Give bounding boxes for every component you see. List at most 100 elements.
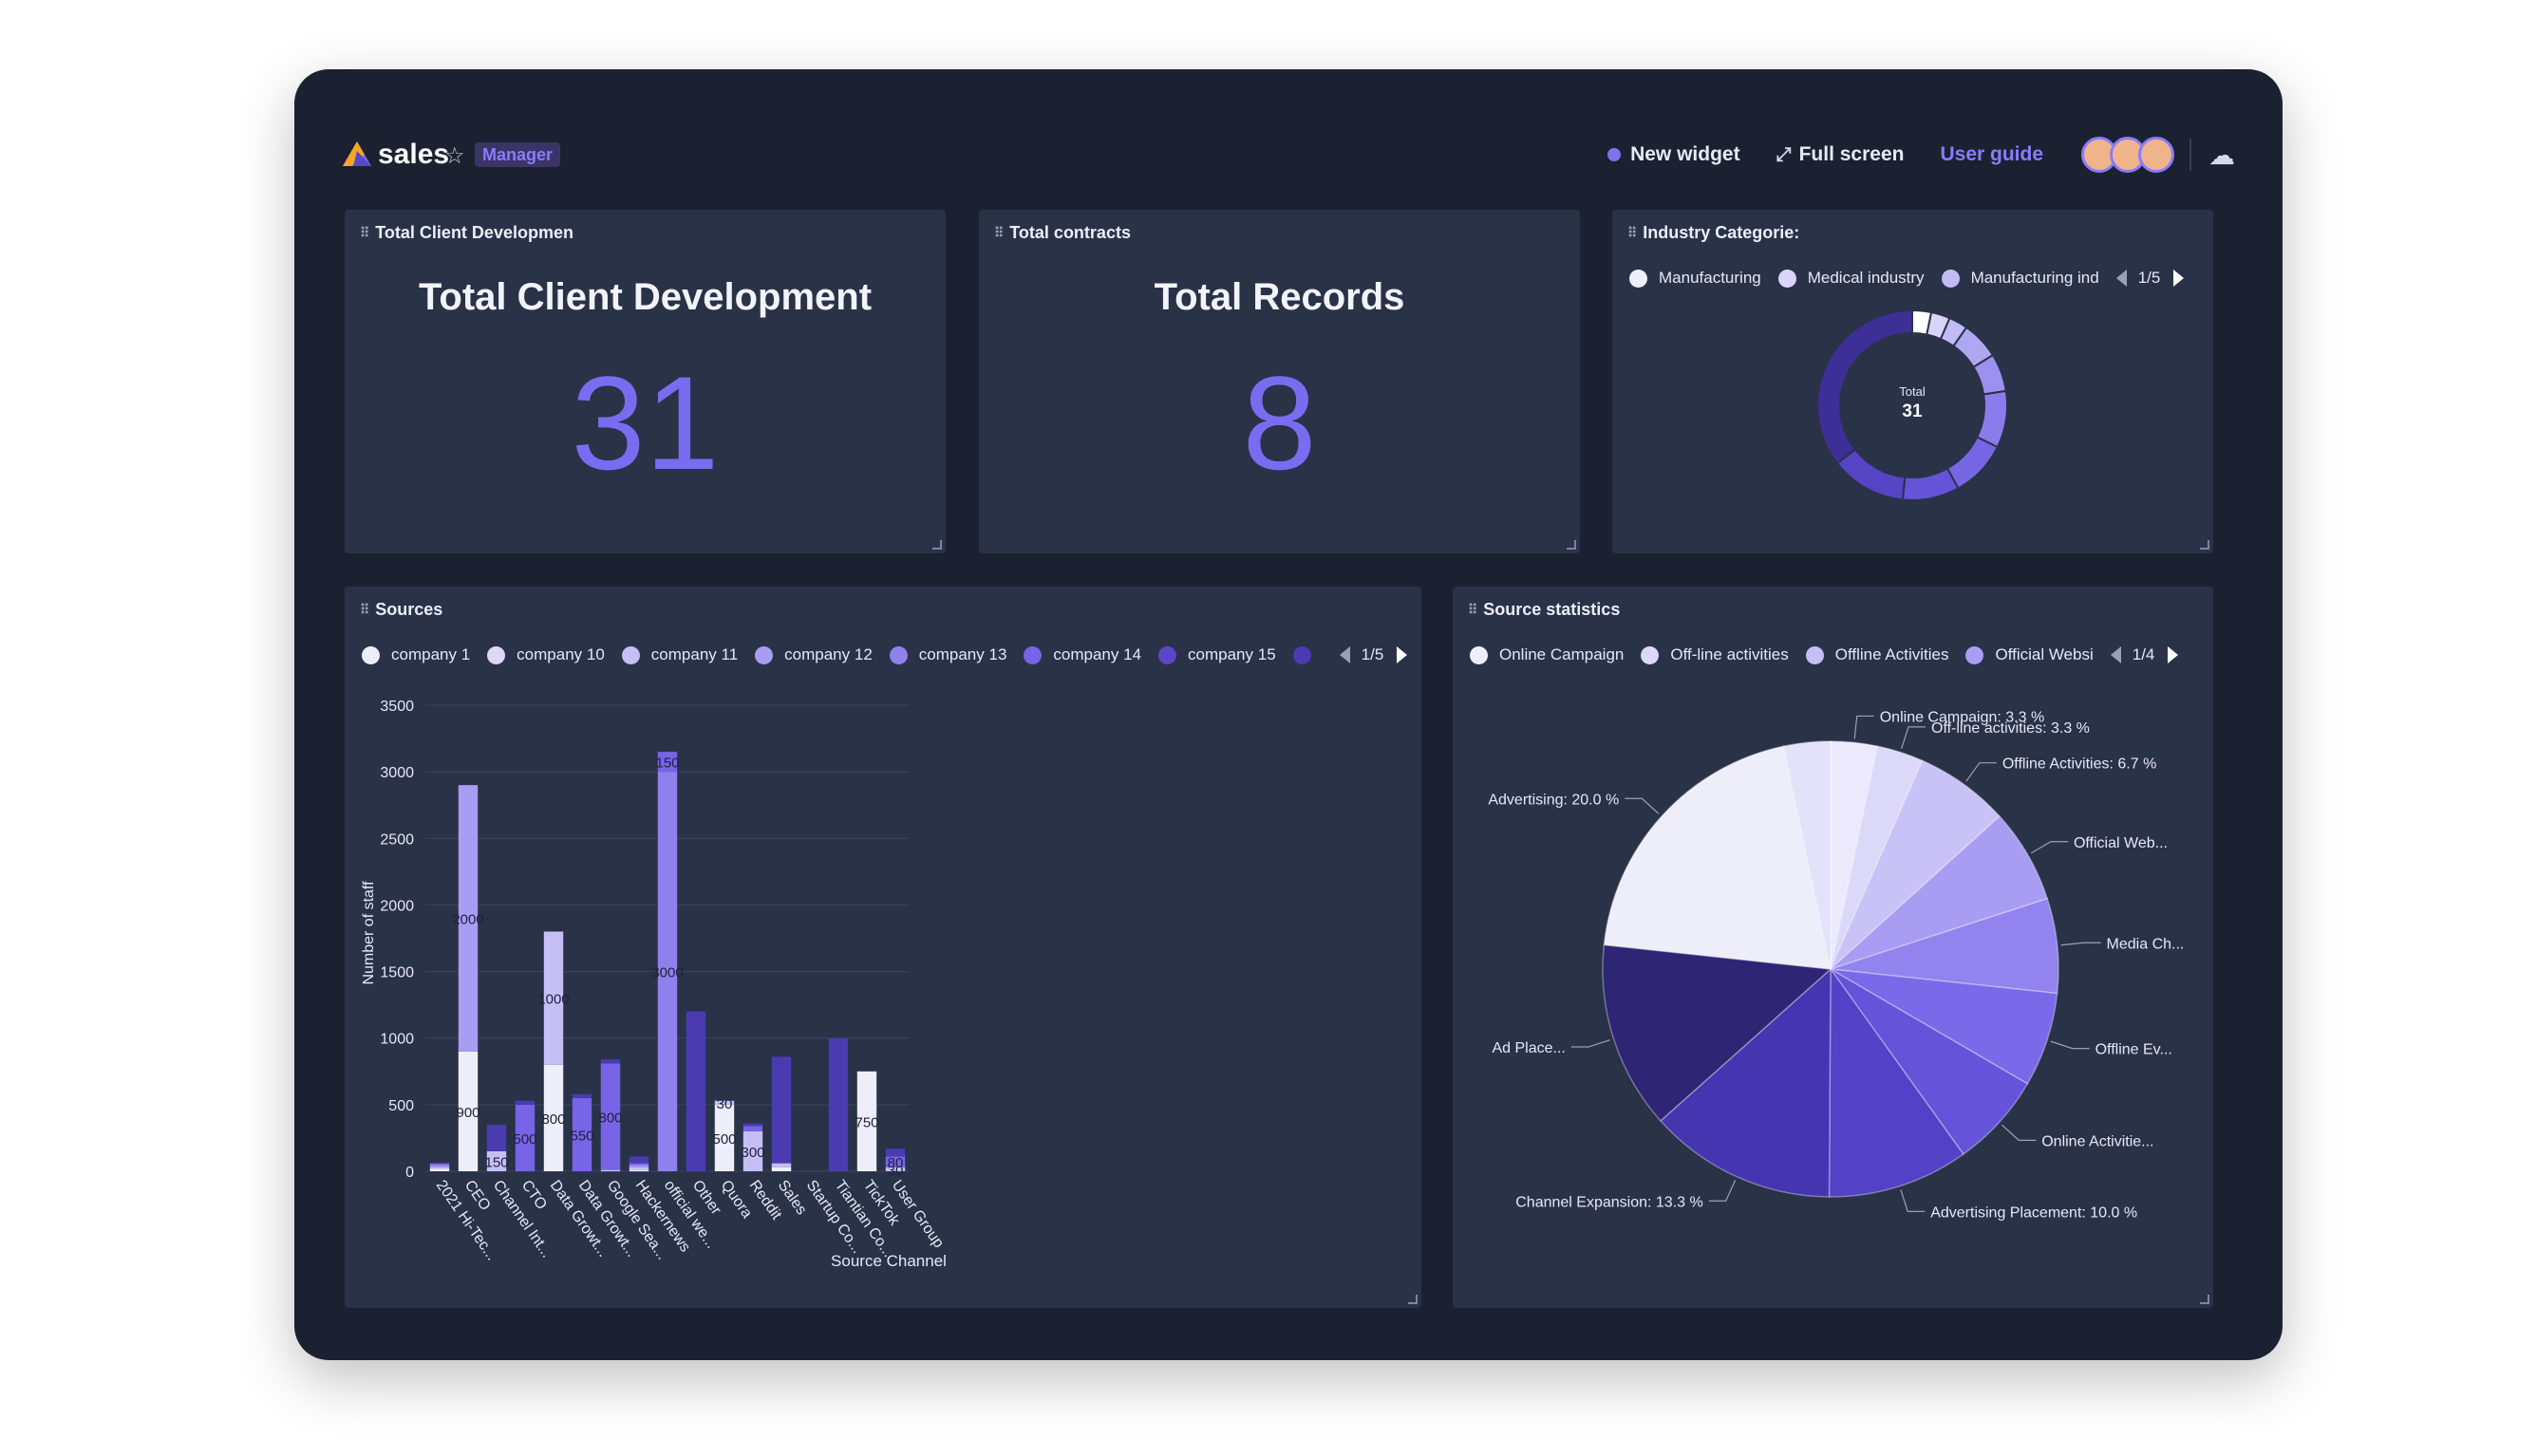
legend-item[interactable]: Official Websi xyxy=(1965,645,2094,664)
bar-segment[interactable] xyxy=(742,1123,763,1127)
bar-segment[interactable] xyxy=(771,1163,792,1167)
bar-segment[interactable] xyxy=(429,1167,450,1169)
bar-segment[interactable] xyxy=(458,785,479,1052)
bar-segment[interactable] xyxy=(486,1124,507,1151)
legend-swatch xyxy=(1641,645,1660,664)
pie-slice[interactable] xyxy=(1602,943,1832,1122)
avatar[interactable] xyxy=(2138,137,2174,173)
bar-segment[interactable] xyxy=(600,1063,621,1170)
donut-slice[interactable] xyxy=(1816,308,1913,465)
bar-segment[interactable] xyxy=(515,1100,536,1105)
next-page-icon[interactable] xyxy=(2173,270,2185,287)
client-development-card[interactable]: ⠿ Total Client Developmen Total Client D… xyxy=(345,210,946,553)
drag-handle-icon[interactable]: ⠿ xyxy=(1627,225,1637,240)
bar-segment[interactable] xyxy=(458,1051,479,1171)
prev-page-icon[interactable] xyxy=(2115,270,2127,287)
donut-slice[interactable] xyxy=(1901,467,1960,501)
sources-card[interactable]: ⠿ Sources company 1 company 10 company 1… xyxy=(345,587,1421,1308)
bar-segment[interactable] xyxy=(572,1097,592,1171)
pie-slice[interactable] xyxy=(1603,745,1832,970)
bar-segment[interactable] xyxy=(429,1164,450,1167)
bar-segment[interactable] xyxy=(657,772,678,1171)
resize-handle-icon[interactable] xyxy=(1567,540,1576,550)
favorite-star-icon[interactable]: ☆ xyxy=(444,143,465,169)
bar-segment[interactable] xyxy=(486,1150,507,1171)
legend-item[interactable]: company 1 xyxy=(362,645,470,664)
resize-handle-icon[interactable] xyxy=(1408,1295,1418,1304)
bar-segment[interactable] xyxy=(629,1164,649,1167)
legend-item[interactable]: Offline Activities xyxy=(1805,645,1948,664)
pie-slice[interactable] xyxy=(1830,740,1879,970)
bar-segment[interactable] xyxy=(742,1126,763,1131)
bar-segment[interactable] xyxy=(629,1169,649,1172)
legend-item[interactable]: company 13 xyxy=(889,645,1006,664)
industry-categories-card[interactable]: ⠿ Industry Categorie: Manufacturing Medi… xyxy=(1612,210,2213,553)
bar-segment[interactable] xyxy=(714,1104,735,1171)
full-screen-button[interactable]: ⤢ Full screen xyxy=(1776,143,1905,166)
prev-page-icon[interactable] xyxy=(2110,646,2121,663)
bar-segment[interactable] xyxy=(771,1167,792,1171)
legend-item[interactable]: company 15 xyxy=(1158,645,1276,664)
legend-item[interactable]: company 12 xyxy=(755,645,873,664)
resize-handle-icon[interactable] xyxy=(932,540,942,550)
legend-item[interactable]: Medical industry xyxy=(1777,269,1925,288)
next-page-icon[interactable] xyxy=(1397,646,1408,663)
resize-handle-icon[interactable] xyxy=(2200,1295,2209,1304)
legend-item[interactable]: Manufacturing ind xyxy=(1941,269,2099,288)
bar-segment[interactable] xyxy=(629,1167,649,1170)
bar-segment[interactable] xyxy=(429,1166,450,1167)
bar-segment[interactable] xyxy=(543,1064,564,1171)
legend-item[interactable]: company 10 xyxy=(487,645,605,664)
drag-handle-icon[interactable]: ⠿ xyxy=(360,225,369,240)
bar-segment[interactable] xyxy=(600,1169,621,1172)
drag-handle-icon[interactable]: ⠿ xyxy=(360,602,369,617)
legend-item[interactable] xyxy=(1292,645,1323,664)
bar-segment[interactable] xyxy=(543,931,564,1065)
pie-slice[interactable] xyxy=(1830,968,2029,1156)
pie-slice[interactable] xyxy=(1830,814,2049,970)
pie-slice[interactable] xyxy=(1828,966,1964,1198)
drag-handle-icon[interactable]: ⠿ xyxy=(994,225,1004,240)
bar-segment[interactable] xyxy=(885,1167,906,1171)
legend-item[interactable]: Online Campaign xyxy=(1470,645,1624,664)
cloud-sync-icon[interactable]: ☁ xyxy=(2208,140,2235,170)
pie-slice[interactable] xyxy=(1830,759,2001,970)
pie-slice[interactable] xyxy=(1659,967,1832,1198)
legend-item[interactable]: Off-line activities xyxy=(1641,645,1789,664)
bar-segment[interactable] xyxy=(714,1100,735,1105)
next-page-icon[interactable] xyxy=(2168,646,2179,663)
legend-label: company 10 xyxy=(517,645,605,663)
new-widget-button[interactable]: New widget xyxy=(1607,143,1740,166)
pie-slice[interactable] xyxy=(1782,740,1832,970)
bar-segment[interactable] xyxy=(742,1130,763,1171)
pie-slice[interactable] xyxy=(1830,968,2058,1085)
bar-segment[interactable] xyxy=(885,1148,906,1157)
bar-segment[interactable] xyxy=(429,1168,450,1171)
donut-slice[interactable] xyxy=(1835,448,1907,501)
bar-segment[interactable] xyxy=(856,1071,877,1171)
resize-handle-icon[interactable] xyxy=(2200,540,2209,550)
collaborator-avatars[interactable] xyxy=(2081,137,2174,173)
pie-slice[interactable] xyxy=(1830,745,1924,970)
bar-segment[interactable] xyxy=(657,752,678,773)
bar-segment[interactable] xyxy=(572,1093,592,1098)
contracts-card[interactable]: ⠿ Total contracts Total Records 8 xyxy=(979,210,1580,553)
bar-segment[interactable] xyxy=(629,1156,649,1164)
user-guide-link[interactable]: User guide xyxy=(1940,143,2043,166)
bar-segment[interactable] xyxy=(600,1059,621,1064)
legend-item[interactable]: Manufacturing xyxy=(1629,269,1761,288)
source-statistics-card[interactable]: ⠿ Source statistics Online Campaign Off-… xyxy=(1453,587,2213,1308)
bar-segment[interactable] xyxy=(686,1011,706,1171)
bar-segment[interactable] xyxy=(771,1056,792,1164)
bar-segment[interactable] xyxy=(429,1163,450,1166)
legend-item[interactable]: company 11 xyxy=(621,645,738,664)
pie-slice[interactable] xyxy=(1830,897,2059,995)
bar-segment[interactable] xyxy=(629,1163,649,1166)
bar-segment[interactable] xyxy=(629,1166,649,1167)
bar-segment[interactable] xyxy=(828,1037,849,1171)
bar-segment[interactable] xyxy=(885,1156,906,1167)
prev-page-icon[interactable] xyxy=(1339,646,1350,663)
drag-handle-icon[interactable]: ⠿ xyxy=(1468,602,1477,617)
legend-item[interactable]: company 14 xyxy=(1024,645,1141,664)
bar-segment[interactable] xyxy=(515,1104,536,1171)
